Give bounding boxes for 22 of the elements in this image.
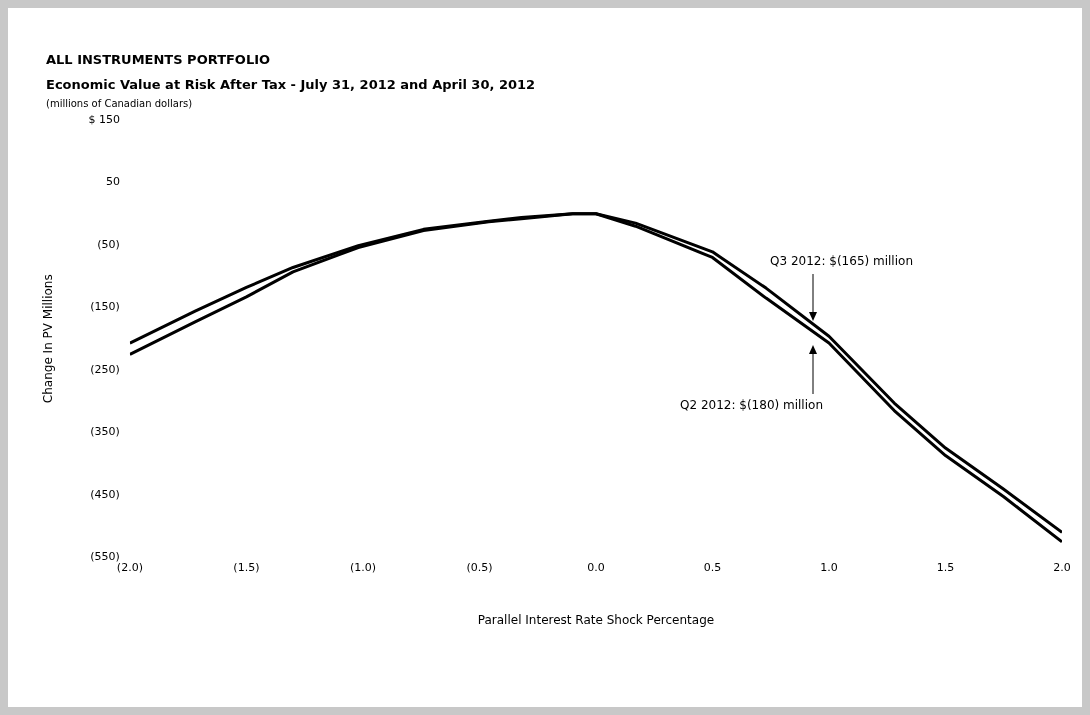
- x-axis-title: Parallel Interest Rate Shock Percentage: [477, 612, 715, 627]
- chart-subtitle: Economic Value at Risk After Tax - July 31, 2012 and April 30, 2012: [46, 77, 536, 92]
- x-tick-label: 1.5: [936, 560, 955, 574]
- x-tick-label: (1.5): [233, 560, 260, 574]
- annotation: Q2 2012: $(180) million: [680, 398, 823, 412]
- x-tick-label: 2.0: [1053, 560, 1071, 574]
- y-tick-label: (350): [90, 425, 120, 439]
- y-tick-label: 50: [105, 175, 120, 189]
- y-tick-label: $ 150: [88, 112, 120, 126]
- y-axis-title: Change In PV Millions: [41, 274, 56, 404]
- chart-title: ALL INSTRUMENTS PORTFOLIO: [46, 52, 271, 67]
- x-tick-label: (1.0): [349, 560, 376, 574]
- text: (millions of Canadian dollars): [46, 98, 193, 109]
- annotation: Q3 2012: $(165) million: [770, 254, 913, 268]
- x-tick-label: (0.5): [466, 560, 493, 574]
- y-tick-label: (150): [90, 300, 120, 314]
- x-tick-label: 0.0: [587, 560, 605, 574]
- y-tick-label: (50): [97, 237, 120, 251]
- y-tick-label: (250): [90, 362, 120, 376]
- y-tick-label: (450): [90, 487, 120, 501]
- x-tick-label: 0.5: [703, 560, 722, 574]
- x-tick-label: 1.0: [820, 560, 838, 574]
